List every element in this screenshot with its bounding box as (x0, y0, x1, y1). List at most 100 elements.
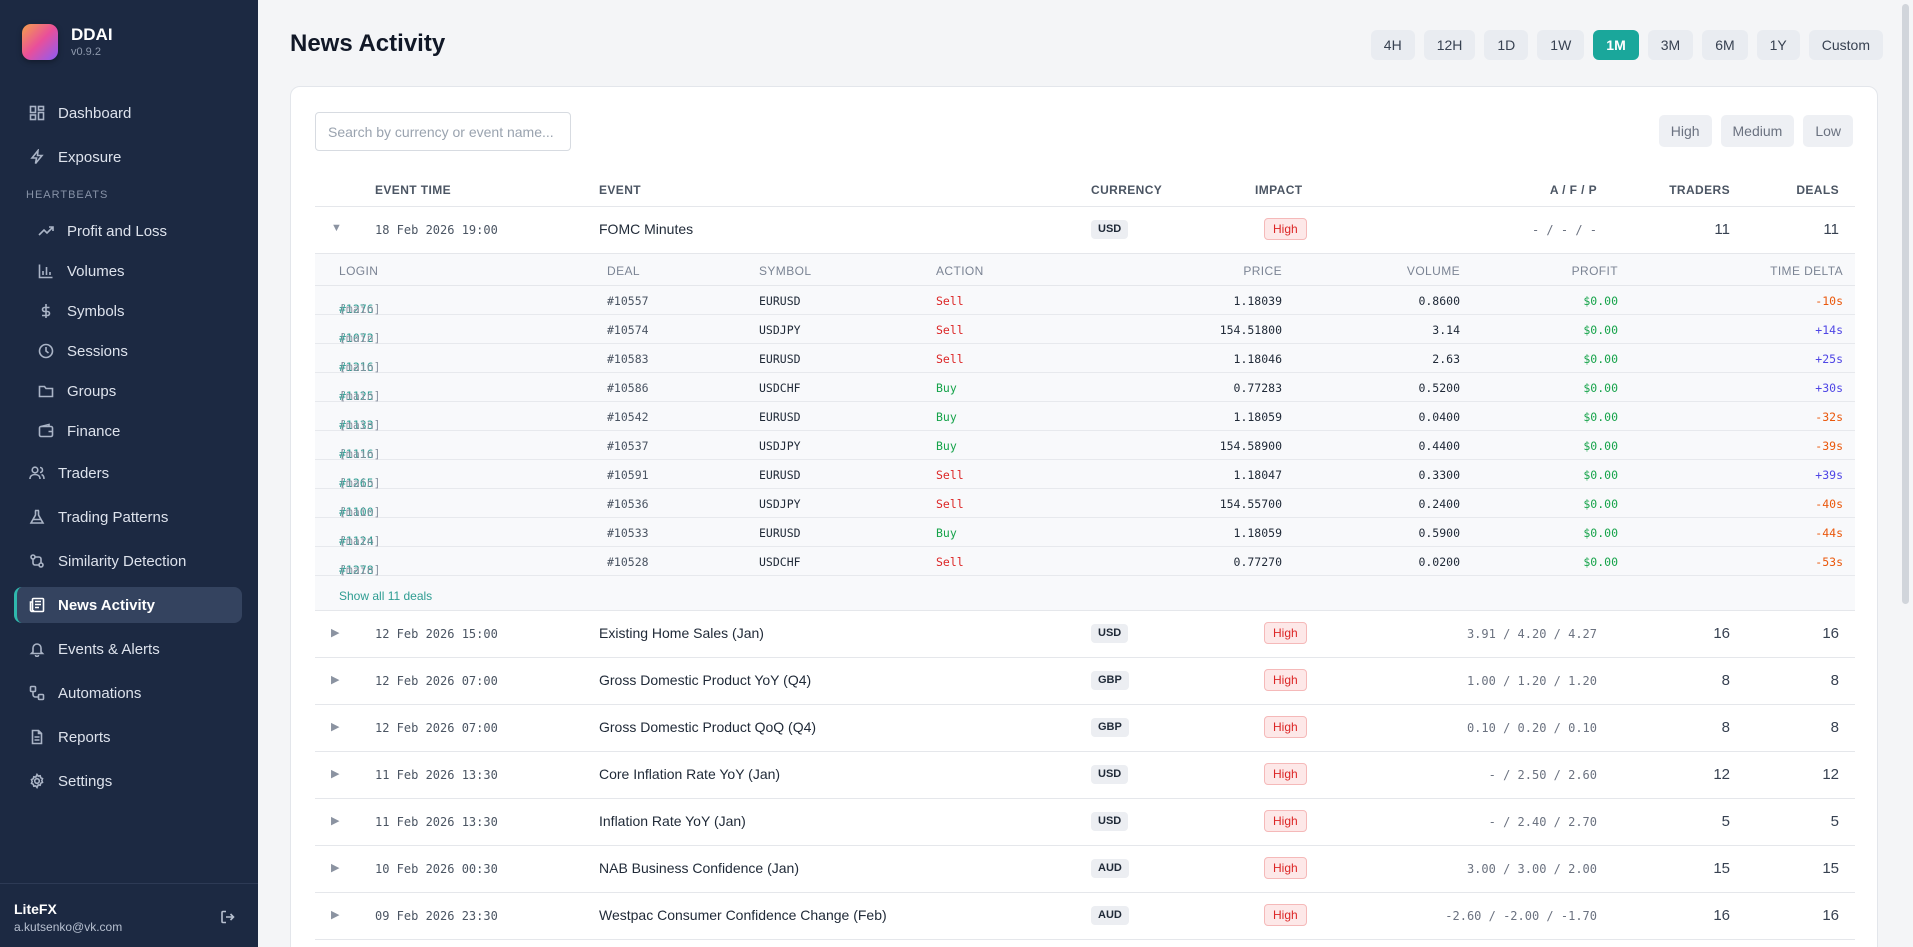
caret-right-icon[interactable]: ▶ (331, 862, 340, 874)
caret-right-icon[interactable]: ▶ (331, 909, 340, 921)
sidebar-item-dashboard[interactable]: Dashboard (14, 95, 242, 131)
scrollbar[interactable] (1902, 4, 1909, 604)
table-row[interactable]: ▶ 11 Feb 2026 13:30 Core Inflation Rate Yo… (315, 752, 1855, 799)
deal-time-delta: -40s (1815, 497, 1843, 511)
deal-volume: 0.8600 (1418, 294, 1460, 308)
impact-filter-button[interactable]: Medium (1720, 115, 1795, 147)
range-button[interactable]: Custom (1808, 30, 1883, 60)
table-row[interactable]: ▶ 10 Feb 2026 00:30 NAB Business Confidenc… (315, 846, 1855, 893)
sidebar-item-volumes[interactable]: Volumes (14, 255, 242, 287)
sidebar-item-label: Exposure (58, 148, 122, 166)
logout-button[interactable] (220, 909, 236, 930)
event-name: Westpac Consumer Confidence Change (Feb) (599, 907, 887, 923)
impact-badge: High (1264, 716, 1307, 738)
sidebar-item-label: Sessions (67, 342, 128, 360)
sidebar-item-trading-patterns[interactable]: Trading Patterns (14, 499, 242, 535)
range-button[interactable]: 12H (1423, 30, 1476, 60)
deal-row[interactable]: #1100 [main] #10536 USDJPY Sell 154.55700 0.2… (315, 489, 1855, 519)
deal-row[interactable]: #1265 [main] #10591 EURUSD Sell 1.18047 0.330… (315, 460, 1855, 490)
deal-row[interactable]: #1072 [main] #10574 USDJPY Sell 154.51800 3.1… (315, 315, 1855, 345)
deal-row[interactable]: #1133 [main] #10542 EURUSD Buy 1.18059 0.0400… (315, 402, 1855, 432)
caret-down-icon[interactable]: ▼ (331, 222, 342, 234)
impact-filter-button[interactable]: Low (1803, 115, 1853, 147)
caret-right-icon[interactable]: ▶ (331, 627, 340, 639)
sidebar-item-profit-loss[interactable]: Profit and Loss (14, 215, 242, 247)
deal-row[interactable]: #1278 [main] #10528 USDCHF Sell 0.77270 0.020… (315, 547, 1855, 577)
range-button[interactable]: 1M (1593, 30, 1639, 60)
col-afp[interactable]: A / F / P (1549, 183, 1597, 197)
range-button[interactable]: 6M (1702, 30, 1748, 60)
deal-row[interactable]: #1125 [main] #10586 USDCHF Buy 0.77283 0.5200… (315, 373, 1855, 403)
sidebar-item-automations[interactable]: Automations (14, 675, 242, 711)
col-traders[interactable]: TRADERS (1669, 183, 1730, 197)
deal-price: 0.77270 (1233, 555, 1282, 569)
caret-right-icon[interactable]: ▶ (331, 815, 340, 827)
folder-icon (38, 383, 54, 399)
table-row[interactable]: ▶ 09 Feb 2026 23:30 Westpac Consumer Confi… (315, 893, 1855, 940)
search-input[interactable] (315, 112, 571, 151)
event-name: Gross Domestic Product QoQ (Q4) (599, 719, 817, 735)
sidebar-item-groups[interactable]: Groups (14, 375, 242, 407)
time-range-selector: 4H 12H 1D 1W 1M 3M 6M 1Y Custom (1362, 30, 1883, 60)
range-button[interactable]: 4H (1370, 30, 1415, 60)
deal-symbol: EURUSD (759, 410, 801, 424)
sidebar-item-exposure[interactable]: Exposure (14, 139, 242, 175)
caret-right-icon[interactable]: ▶ (331, 674, 340, 686)
caret-right-icon[interactable]: ▶ (331, 721, 340, 733)
sidebar: DDAI v0.9.2 Dashboard Exposure HEARTBEAT… (0, 0, 258, 947)
user-email: a.kutsenko@vk.com (14, 920, 123, 934)
table-row[interactable]: ▶ 11 Feb 2026 13:30 Inflation Rate YoY (Ja… (315, 799, 1855, 846)
range-button[interactable]: 1W (1537, 30, 1585, 60)
deal-symbol: USDCHF (759, 555, 801, 569)
col-event[interactable]: EVENT (599, 183, 642, 197)
range-button[interactable]: 3M (1647, 30, 1694, 60)
impact-badge: High (1264, 763, 1307, 785)
deal-profit: $0.00 (1583, 381, 1618, 395)
sidebar-item-label: Similarity Detection (58, 552, 187, 570)
impact-badge: High (1264, 857, 1307, 879)
sidebar-item-traders[interactable]: Traders (14, 455, 242, 491)
sidebar-item-symbols[interactable]: Symbols (14, 295, 242, 327)
sidebar-item-reports[interactable]: Reports (14, 719, 242, 755)
col-currency[interactable]: CURRENCY (1091, 183, 1163, 197)
deal-symbol: EURUSD (759, 468, 801, 482)
deal-row[interactable]: #1216 [main] #10583 EURUSD Sell 1.18046 2.63 $… (315, 344, 1855, 374)
brand[interactable]: DDAI v0.9.2 (22, 24, 113, 60)
deal-id: #10536 (607, 497, 649, 511)
main-content: News Activity 4H 12H 1D 1W 1M 3M 6M 1Y Custom Hi… (258, 0, 1913, 947)
col-event-time[interactable]: EVENT TIME (375, 183, 452, 197)
event-time: 11 Feb 2026 13:30 (375, 768, 498, 782)
event-name: Inflation Rate YoY (Jan) (599, 813, 746, 829)
deal-col-symbol: SYMBOL (759, 264, 812, 278)
deal-row[interactable]: #1276 [main] #10557 EURUSD Sell 1.18039 0.860… (315, 286, 1855, 316)
deal-action: Sell (936, 352, 964, 366)
sidebar-item-similarity[interactable]: Similarity Detection (14, 543, 242, 579)
range-button[interactable]: 1D (1484, 30, 1529, 60)
user-org: LiteFX (14, 901, 57, 917)
sidebar-item-label: Symbols (67, 302, 125, 320)
sidebar-item-news-activity[interactable]: News Activity (14, 587, 242, 623)
col-impact[interactable]: IMPACT (1255, 183, 1303, 197)
deal-time-delta: +25s (1815, 352, 1843, 366)
table-row[interactable]: ▶ 12 Feb 2026 07:00 Gross Domestic Product… (315, 705, 1855, 752)
col-deals[interactable]: DEALS (1796, 183, 1839, 197)
sidebar-item-settings[interactable]: Settings (14, 763, 242, 799)
table-row-expanded[interactable]: ▼ 18 Feb 2026 19:00 FOMC Minutes USD Hig… (315, 207, 1855, 254)
afp-values: 0.10 / 0.20 / 0.10 (1466, 721, 1597, 735)
deal-row[interactable]: #1116 [main] #10537 USDJPY Buy 154.58900 0.44… (315, 431, 1855, 461)
table-row[interactable]: ▶ 12 Feb 2026 15:00 Existing Home Sales (J… (315, 611, 1855, 658)
table-row[interactable]: ▶ 12 Feb 2026 07:00 Gross Domestic Product… (315, 658, 1855, 705)
afp-values: 3.91 / 4.20 / 4.27 (1466, 627, 1597, 641)
show-all-deals-link[interactable]: Show all 11 deals (339, 589, 433, 603)
sidebar-item-events-alerts[interactable]: Events & Alerts (14, 631, 242, 667)
range-button[interactable]: 1Y (1756, 30, 1800, 60)
sidebar-item-sessions[interactable]: Sessions (14, 335, 242, 367)
deals-count: 8 (1830, 672, 1839, 689)
impact-filter-button[interactable]: High (1658, 115, 1712, 147)
dollar-icon (38, 303, 54, 319)
deal-row[interactable]: #1124 [main] #10533 EURUSD Buy 1.18059 0.5900… (315, 518, 1855, 548)
sidebar-item-finance[interactable]: Finance (14, 415, 242, 447)
deal-volume: 0.0400 (1418, 410, 1460, 424)
caret-right-icon[interactable]: ▶ (331, 768, 340, 780)
